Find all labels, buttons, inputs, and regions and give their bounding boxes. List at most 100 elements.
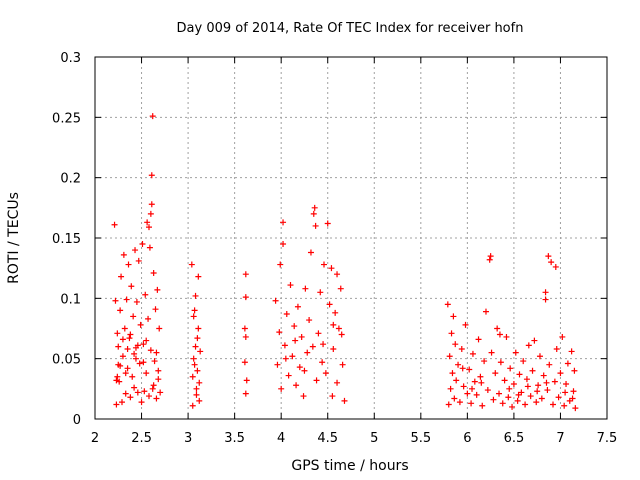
data-point: [282, 355, 289, 362]
data-point: [319, 359, 326, 366]
data-point: [144, 219, 151, 226]
data-point: [317, 289, 324, 296]
data-point: [524, 383, 531, 390]
data-point: [536, 353, 543, 360]
data-point: [149, 113, 156, 120]
data-point: [321, 261, 328, 268]
data-point: [496, 331, 503, 338]
data-point: [118, 399, 125, 406]
data-point: [301, 367, 308, 374]
x-tick-label: 4: [277, 431, 285, 446]
data-point: [134, 389, 141, 396]
data-point: [525, 342, 532, 349]
data-point: [115, 361, 122, 368]
data-point: [471, 378, 478, 385]
data-point: [341, 397, 348, 404]
data-point: [196, 379, 203, 386]
data-point: [501, 377, 508, 384]
data-points: [111, 113, 579, 412]
data-point: [482, 308, 489, 315]
data-point: [280, 219, 287, 226]
data-point: [543, 379, 550, 386]
data-point: [473, 391, 480, 398]
data-point: [475, 336, 482, 343]
data-point: [111, 221, 118, 228]
data-point: [112, 297, 119, 304]
data-point: [242, 271, 249, 278]
y-tick-label: 0.1: [60, 292, 81, 307]
data-point: [140, 359, 147, 366]
data-point: [114, 373, 121, 380]
y-tick-label: 0.3: [60, 51, 81, 66]
data-point: [447, 385, 454, 392]
data-point: [527, 393, 534, 400]
data-point: [146, 244, 153, 251]
chart-title: Day 009 of 2014, Rate Of TEC Index for r…: [177, 21, 524, 36]
data-point: [141, 388, 148, 395]
data-point: [296, 364, 303, 371]
data-point: [466, 366, 473, 373]
x-tick-label: 2: [91, 431, 99, 446]
data-point: [151, 358, 158, 365]
grid: [95, 57, 607, 419]
data-point: [557, 370, 564, 377]
data-point: [138, 399, 145, 406]
y-tick-label: 0.15: [52, 232, 81, 247]
x-tick-label: 7.5: [597, 431, 618, 446]
data-point: [338, 331, 345, 338]
data-point: [156, 325, 163, 332]
data-point: [551, 378, 558, 385]
data-point: [195, 325, 202, 332]
data-point: [143, 370, 150, 377]
data-point: [298, 333, 305, 340]
data-point: [137, 321, 144, 328]
data-point: [242, 333, 249, 340]
data-point: [302, 285, 309, 292]
data-point: [132, 247, 139, 254]
data-point: [535, 382, 542, 389]
data-point: [294, 303, 301, 310]
data-point: [544, 387, 551, 394]
data-point: [497, 359, 504, 366]
data-point: [129, 373, 136, 380]
data-point: [309, 343, 316, 350]
data-point: [133, 298, 140, 305]
data-point: [444, 301, 451, 308]
data-point: [453, 377, 460, 384]
data-point: [197, 348, 204, 355]
data-point: [278, 385, 285, 392]
data-point: [127, 394, 134, 401]
data-point: [145, 393, 152, 400]
data-point: [330, 321, 337, 328]
data-point: [337, 285, 344, 292]
data-point: [564, 360, 571, 367]
data-point: [143, 337, 150, 344]
data-point: [189, 373, 196, 380]
data-point: [522, 401, 529, 408]
data-point: [455, 361, 462, 368]
data-point: [152, 306, 159, 313]
data-point: [307, 249, 314, 256]
data-point: [287, 282, 294, 289]
data-point: [446, 353, 453, 360]
data-point: [458, 346, 465, 353]
data-point: [150, 269, 157, 276]
data-point: [145, 315, 152, 322]
data-point: [124, 346, 131, 353]
data-point: [324, 220, 331, 227]
data-point: [280, 241, 287, 248]
data-point: [335, 325, 342, 332]
data-point: [122, 390, 129, 397]
data-point: [132, 355, 139, 362]
y-tick-label: 0.2: [60, 172, 81, 187]
data-point: [189, 402, 196, 409]
data-point: [120, 251, 127, 258]
data-point: [274, 361, 281, 368]
axis-ticks: [94, 56, 608, 420]
data-point: [113, 401, 120, 408]
data-point: [552, 263, 559, 270]
data-point: [194, 335, 201, 342]
x-tick-label: 5: [370, 431, 378, 446]
